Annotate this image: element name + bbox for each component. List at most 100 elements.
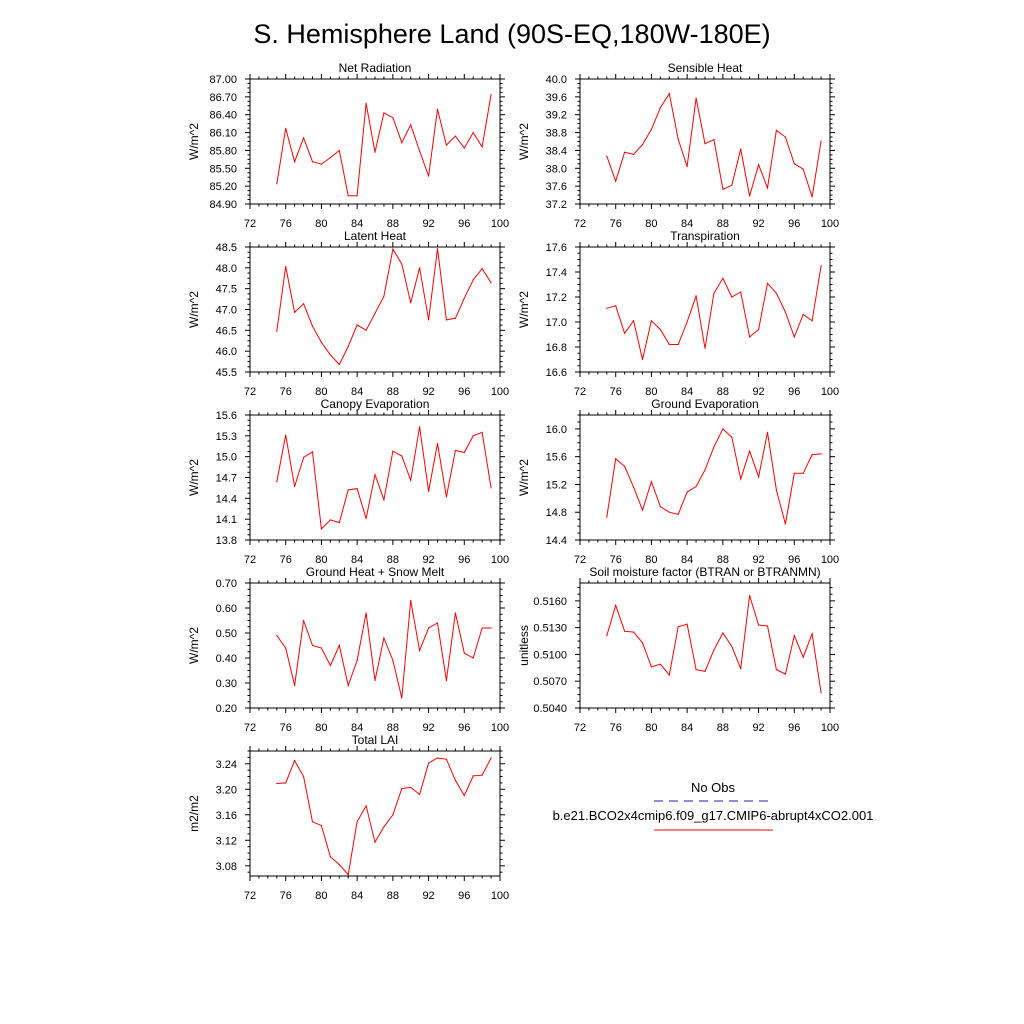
data-point — [606, 516, 608, 518]
data-point — [410, 786, 412, 788]
data-point — [820, 140, 822, 142]
x-tick-label: 96 — [458, 386, 470, 398]
y-tick-label: 86.10 — [209, 128, 237, 140]
y-tick-label: 86.70 — [209, 92, 237, 104]
y-tick-label: 15.0 — [216, 452, 237, 464]
data-point — [668, 93, 670, 95]
data-point — [632, 320, 635, 322]
y-axis-label: W/m^2 — [187, 459, 201, 496]
data-point — [427, 627, 430, 629]
data-point — [285, 782, 287, 784]
x-tick-label: 92 — [422, 554, 434, 566]
data-point — [276, 330, 278, 332]
panel-title: Transpiration — [670, 229, 740, 243]
y-tick-label: 46.5 — [216, 325, 237, 337]
y-axis-label: W/m^2 — [517, 123, 531, 160]
data-point — [276, 183, 278, 185]
data-point — [374, 474, 376, 476]
data-point — [731, 184, 733, 186]
x-tick-label: 96 — [458, 890, 470, 902]
y-tick-label: 48.0 — [216, 263, 237, 275]
data-point — [338, 149, 340, 152]
x-tick-label: 76 — [610, 218, 622, 230]
data-point — [811, 320, 813, 322]
data-point — [650, 666, 653, 668]
data-point — [766, 431, 769, 433]
data-point — [659, 506, 661, 508]
data-point — [481, 774, 483, 776]
data-point — [427, 762, 430, 764]
y-tick-label: 17.0 — [546, 317, 567, 329]
data-point — [454, 612, 456, 614]
data-point — [731, 296, 733, 298]
data-point — [463, 147, 465, 149]
data-point — [695, 97, 697, 99]
data-point — [757, 328, 760, 331]
data-point — [276, 634, 278, 637]
data-point — [347, 345, 349, 348]
y-tick-label: 16.0 — [546, 424, 567, 436]
panel-soil-moisture-factor-btran-or-btranmn: Soil moisture factor (BTRAN or BTRANMN) 7… — [517, 565, 839, 734]
x-tick-label: 96 — [788, 218, 800, 230]
y-tick-label: 39.6 — [546, 92, 567, 104]
y-tick-label: 14.1 — [216, 514, 237, 526]
data-point — [740, 291, 742, 293]
data-point — [365, 102, 367, 105]
panel-transpiration: Transpiration 72 76 80 84 88 92 96 100 17.6 17.4 17… — [517, 229, 839, 398]
x-tick-label: 84 — [351, 386, 363, 398]
data-point — [704, 469, 706, 471]
y-axis-label: m2/m2 — [187, 795, 201, 832]
x-tick-label: 92 — [422, 218, 434, 230]
data-point — [445, 758, 448, 760]
x-tick-label: 88 — [387, 722, 399, 734]
data-point — [374, 679, 376, 682]
plot-frame — [249, 750, 501, 877]
data-point — [686, 623, 688, 625]
data-point — [793, 163, 795, 165]
data-point — [392, 248, 394, 250]
data-point — [463, 652, 465, 654]
data-point — [329, 664, 331, 667]
y-tick-label: 46.0 — [216, 346, 237, 358]
data-point — [731, 436, 733, 438]
data-point — [338, 644, 340, 647]
x-tick-label: 80 — [645, 722, 657, 734]
y-tick-label: 39.2 — [546, 110, 567, 122]
y-tick-label: 15.6 — [546, 452, 567, 464]
data-point — [472, 131, 474, 134]
data-point — [410, 302, 412, 304]
data-point — [677, 343, 679, 346]
data-point — [329, 519, 331, 521]
data-point — [650, 481, 653, 483]
y-tick-label: 48.5 — [216, 242, 237, 254]
data-point — [749, 336, 751, 338]
series-line — [276, 600, 492, 699]
data-point — [650, 128, 653, 131]
x-tick-label: 84 — [681, 722, 693, 734]
data-point — [820, 692, 822, 694]
y-axis-label: W/m^2 — [187, 123, 201, 160]
plot-frame — [249, 414, 501, 541]
x-tick-label: 72 — [574, 554, 586, 566]
data-point — [749, 195, 751, 197]
x-tick-label: 88 — [717, 386, 729, 398]
plot-frame — [249, 246, 501, 373]
x-tick-label: 80 — [315, 890, 327, 902]
data-point — [329, 354, 331, 356]
data-point — [713, 139, 715, 141]
data-point — [436, 248, 439, 250]
data-point — [632, 153, 635, 156]
y-tick-label: 47.5 — [216, 284, 237, 296]
data-point — [686, 321, 688, 323]
data-point — [401, 263, 403, 265]
panel-title: Latent Heat — [344, 229, 407, 243]
data-point — [320, 825, 323, 827]
data-point — [329, 156, 331, 159]
data-point — [276, 782, 278, 785]
x-tick-label: 76 — [280, 722, 292, 734]
x-tick-label: 84 — [681, 218, 693, 230]
data-point — [713, 446, 715, 448]
panel-title: Soil moisture factor (BTRAN or BTRANMN) — [589, 565, 820, 579]
data-point — [811, 196, 813, 198]
y-tick-label: 47.0 — [216, 305, 237, 317]
